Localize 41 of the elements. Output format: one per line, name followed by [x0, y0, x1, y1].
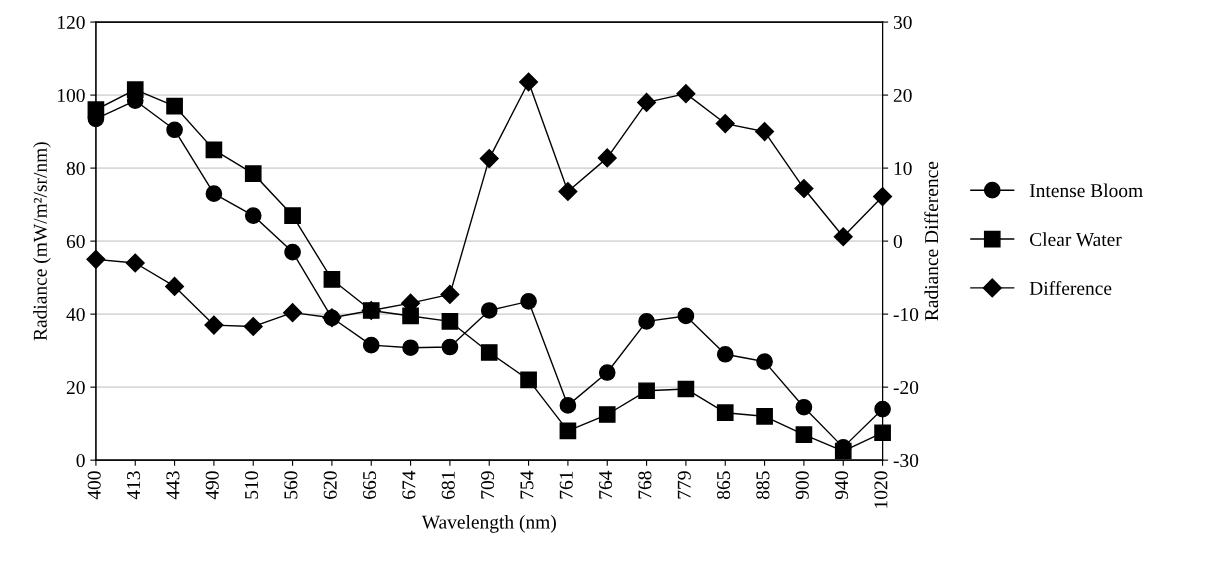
y2-tick-label: 30 [893, 15, 912, 30]
x-tick-label: 768 [638, 471, 652, 499]
y2-tick-label: 20 [893, 88, 912, 103]
y2-axis-title: Radiance Difference [924, 161, 939, 321]
x-tick-label: 940 [834, 471, 849, 500]
y-tick-label: 40 [66, 307, 85, 322]
y2-tick-label: 10 [894, 161, 912, 176]
y2-tick-label: 0 [893, 234, 902, 249]
x-tick-label: 754 [520, 470, 534, 499]
x-tick-label: 620 [323, 471, 337, 499]
x-tick-label: 443 [166, 471, 180, 500]
y-tick-label: 0 [76, 453, 85, 468]
x-axis-title: Wavelength (nm) [421, 515, 556, 533]
x-tick-label: 761 [559, 471, 573, 499]
x-tick-label: 865 [716, 471, 731, 499]
y2-tick-label: -20 [893, 380, 919, 395]
y-axis-title: Radiance (mW/m²/sr/nm) [33, 142, 51, 341]
x-tick-label: 490 [205, 471, 219, 500]
x-tick-label: 900 [795, 471, 809, 500]
x-tick-label: 560 [284, 471, 298, 499]
legend-label: Clear Water [1030, 232, 1122, 247]
y-tick-label: 120 [58, 15, 85, 30]
x-tick-label: 885 [756, 471, 770, 499]
y2-tick-label: -30 [893, 453, 919, 468]
y-tick-label: 80 [66, 161, 85, 176]
x-tick-label: 709 [480, 471, 495, 499]
y-tick-label: 100 [58, 88, 85, 103]
y-tick-label: 60 [66, 234, 85, 249]
x-tick-label: 413 [127, 471, 141, 500]
legend-label: Intense Bloom [1029, 183, 1143, 198]
x-tick-label: 665 [363, 471, 377, 499]
y2-tick-label: -10 [893, 307, 919, 322]
x-tick-label: 674 [402, 470, 416, 499]
x-tick-label: 681 [441, 471, 455, 499]
x-tick-label: 510 [244, 471, 259, 499]
x-tick-label: 400 [87, 471, 101, 500]
legend-label: Difference [1029, 281, 1112, 295]
x-tick-label: 764 [599, 470, 613, 499]
y-tick-label: 20 [66, 380, 85, 395]
x-tick-label: 1020 [874, 471, 888, 508]
x-tick-label: 779 [677, 471, 691, 499]
